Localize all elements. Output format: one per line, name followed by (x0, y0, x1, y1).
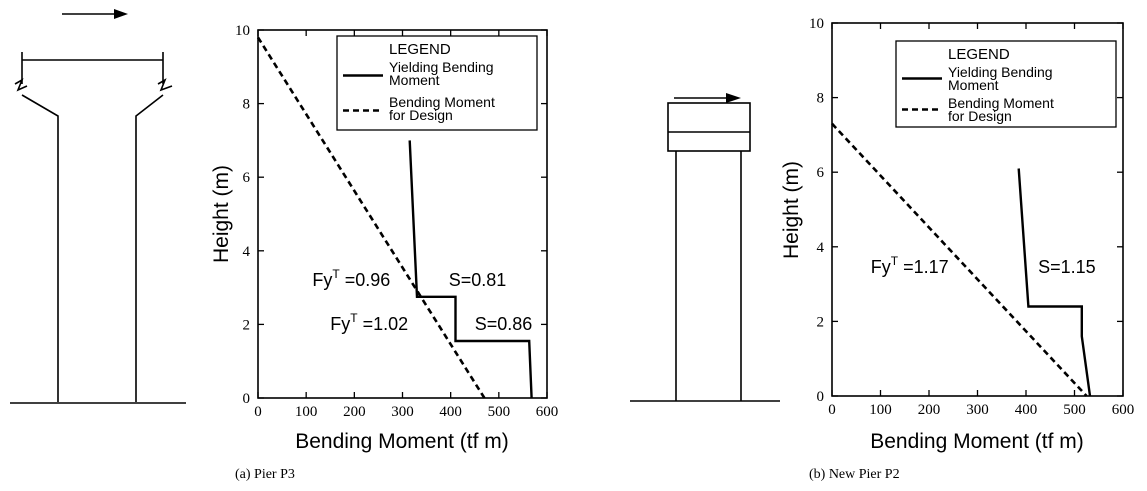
annotation-value: =0.96 (340, 270, 391, 290)
pier-left-flare (21, 94, 59, 402)
annotation-value: S=0.86 (475, 314, 533, 334)
annotation-value: =1.02 (358, 314, 409, 334)
y-axis-title: Height (m) (780, 161, 803, 259)
legend-title: LEGEND (948, 46, 1010, 63)
legend-box (895, 40, 1117, 128)
y-tick-label: 8 (243, 97, 251, 113)
annotation-value: =1.17 (898, 257, 949, 277)
annotation-superscript: T (332, 267, 340, 281)
legend-entry-label: for Design (948, 108, 1012, 124)
legend-entry-label: Bending Moment (948, 95, 1054, 111)
pier-p2-schematic (630, 93, 780, 402)
x-tick-label: 500 (1063, 402, 1086, 418)
y-tick-label: 6 (243, 170, 251, 186)
annotation-prefix: Fy (312, 270, 332, 290)
x-tick-label: 0 (254, 404, 262, 420)
load-arrow-head (114, 9, 128, 19)
x-axis-title: Bending Moment (tf m) (870, 430, 1084, 453)
chart-new-pier-p2: 0 100 200 300 400 500 600 0 2 4 6 8 10 Bending Moment… (780, 16, 1134, 453)
x-tick-label: 400 (439, 404, 462, 420)
legend-entry-label: Yielding Bending (389, 59, 494, 75)
x-tick-label: 600 (536, 404, 559, 420)
y-tick-label: 10 (235, 23, 250, 39)
y-tick-label: 10 (809, 16, 824, 32)
series-yielding-moment-line (408, 140, 533, 399)
annotation-label: S=1.15 (1038, 257, 1096, 277)
chart-pier-p3: 0 100 200 300 400 500 600 0 2 4 6 8 10 Bending Moment… (210, 23, 558, 453)
x-tick-label: 100 (869, 402, 892, 418)
break-mark-left (14, 78, 28, 92)
pier-cap (667, 102, 751, 152)
y-axis-title: Height (m) (210, 165, 233, 263)
break-mark-right (157, 78, 173, 92)
x-tick-label: 300 (966, 402, 989, 418)
annotation-value: S=1.15 (1038, 257, 1096, 277)
legend-entry-label: Moment (948, 77, 999, 93)
annotation-value: S=0.81 (449, 270, 507, 290)
y-tick-label: 2 (817, 314, 825, 330)
series-design-moment-line (831, 122, 1088, 397)
annotation-label: FyT =1.17 (871, 254, 949, 277)
legend-title: LEGEND (389, 41, 451, 58)
pier-p3-schematic (10, 9, 186, 404)
series-yielding-moment-line (1017, 168, 1092, 397)
x-tick-label: 400 (1015, 402, 1038, 418)
load-arrow-head (726, 93, 741, 103)
annotation-prefix: Fy (330, 314, 350, 334)
y-tick-label: 4 (817, 240, 825, 256)
legend-entry-label: Moment (389, 72, 440, 88)
y-tick-label: 8 (817, 91, 825, 107)
legend-entry-label: Bending Moment (389, 94, 495, 110)
x-axis-title: Bending Moment (tf m) (295, 430, 509, 453)
x-tick-label: 300 (391, 404, 414, 420)
x-tick-label: 600 (1112, 402, 1135, 418)
annotation-label: S=0.86 (475, 314, 533, 334)
annotation-label: FyT =0.96 (312, 267, 390, 290)
x-tick-label: 100 (295, 404, 318, 420)
legend-box (336, 35, 538, 131)
legend-entry-label: for Design (389, 107, 453, 123)
caption-new-pier-p2: (b) New Pier P2 (809, 467, 900, 482)
pier-right-flare (135, 94, 164, 402)
x-tick-label: 0 (828, 402, 836, 418)
y-tick-label: 2 (243, 317, 251, 333)
y-tick-label: 4 (243, 244, 251, 260)
legend-entry-label: Yielding Bending (948, 64, 1053, 80)
series-design-moment-line (256, 36, 486, 399)
y-tick-label: 0 (817, 389, 825, 405)
annotation-label: S=0.81 (449, 270, 507, 290)
annotation-label: FyT =1.02 (330, 311, 408, 334)
y-tick-label: 6 (817, 165, 825, 181)
x-tick-label: 200 (918, 402, 941, 418)
y-tick-label: 0 (243, 391, 251, 407)
annotation-superscript: T (350, 311, 358, 325)
x-tick-label: 200 (343, 404, 366, 420)
annotation-prefix: Fy (871, 257, 891, 277)
x-tick-label: 500 (488, 404, 511, 420)
annotation-superscript: T (891, 254, 899, 268)
caption-pier-p3: (a) Pier P3 (235, 467, 295, 482)
